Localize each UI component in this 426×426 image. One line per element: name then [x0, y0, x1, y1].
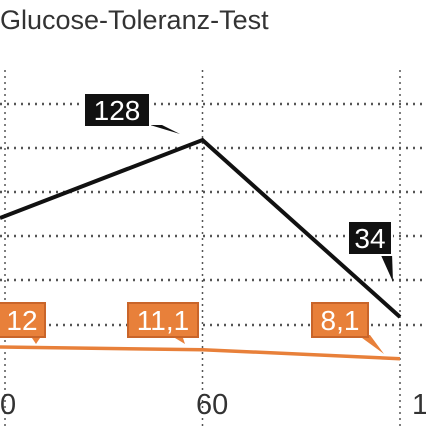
- page-title: Glucose-Toleranz-Test: [0, 5, 269, 35]
- series-line-orange: [0, 345, 401, 361]
- svg-text:11,1: 11,1: [137, 305, 189, 336]
- svg-text:8,1: 8,1: [321, 305, 360, 336]
- x-axis: 0 60 1: [0, 389, 426, 421]
- series-lines: [0, 137, 402, 361]
- data-label: 12: [0, 302, 46, 344]
- data-label: 8,1: [311, 302, 384, 354]
- series-line-black: [0, 137, 402, 319]
- data-label: 128: [83, 92, 180, 134]
- data-labels: 128 34 12 11,1 8,1: [0, 92, 393, 354]
- svg-text:12: 12: [6, 305, 37, 336]
- data-label: 34: [347, 220, 393, 282]
- x-tick-label: 0: [0, 389, 16, 421]
- svg-text:34: 34: [354, 223, 385, 254]
- data-label: 11,1: [127, 302, 199, 344]
- svg-text:128: 128: [94, 95, 141, 126]
- x-tick-label: 1: [412, 389, 426, 421]
- x-tick-label: 60: [196, 389, 228, 421]
